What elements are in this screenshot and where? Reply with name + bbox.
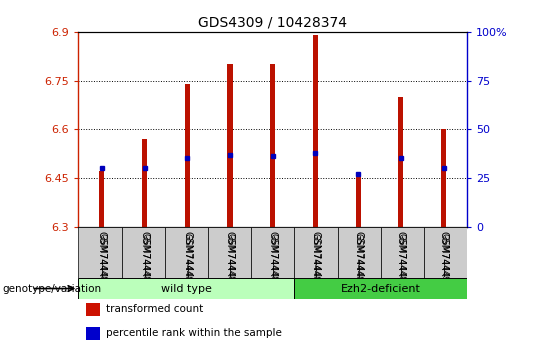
Text: GSM744490: GSM744490 [439, 233, 448, 287]
Bar [86, 326, 100, 340]
Text: GSM744488: GSM744488 [354, 233, 363, 287]
Bar [251, 227, 294, 278]
Bar [399, 97, 403, 227]
Bar [313, 35, 318, 227]
Text: transformed count: transformed count [105, 304, 202, 314]
Text: GSM744484: GSM744484 [182, 231, 192, 290]
Text: GSM744485: GSM744485 [226, 233, 234, 287]
Bar [441, 129, 446, 227]
Text: GSM744490: GSM744490 [438, 231, 449, 290]
Bar [227, 64, 233, 227]
Text: GSM744489: GSM744489 [396, 233, 406, 287]
Text: GSM744485: GSM744485 [225, 231, 235, 290]
Bar [424, 227, 467, 278]
Bar [381, 227, 424, 278]
Bar [355, 175, 361, 227]
Bar [99, 171, 104, 227]
Bar [122, 227, 165, 278]
Text: GSM744487: GSM744487 [310, 231, 320, 290]
Title: GDS4309 / 10428374: GDS4309 / 10428374 [198, 15, 347, 29]
Text: GSM744482: GSM744482 [97, 231, 107, 290]
Text: GSM744483: GSM744483 [139, 231, 150, 290]
Text: GSM744482: GSM744482 [97, 233, 106, 287]
Bar [86, 303, 100, 316]
Text: GSM744483: GSM744483 [140, 233, 149, 287]
Bar [165, 227, 208, 278]
Bar [78, 227, 122, 278]
Bar [185, 84, 190, 227]
Text: GSM744486: GSM744486 [268, 231, 278, 290]
Text: wild type: wild type [161, 284, 212, 293]
Bar [78, 278, 294, 299]
Text: percentile rank within the sample: percentile rank within the sample [105, 328, 281, 338]
Text: Ezh2-deficient: Ezh2-deficient [341, 284, 421, 293]
Text: GSM744484: GSM744484 [183, 233, 192, 287]
Bar [294, 227, 338, 278]
Bar [294, 278, 467, 299]
Text: genotype/variation: genotype/variation [3, 284, 102, 293]
Bar [208, 227, 251, 278]
Bar [270, 64, 275, 227]
Text: GSM744486: GSM744486 [268, 233, 277, 287]
Bar [338, 227, 381, 278]
Text: GSM744488: GSM744488 [353, 231, 363, 290]
Bar [142, 139, 147, 227]
Text: GSM744489: GSM744489 [396, 231, 406, 290]
Text: GSM744487: GSM744487 [311, 233, 320, 287]
